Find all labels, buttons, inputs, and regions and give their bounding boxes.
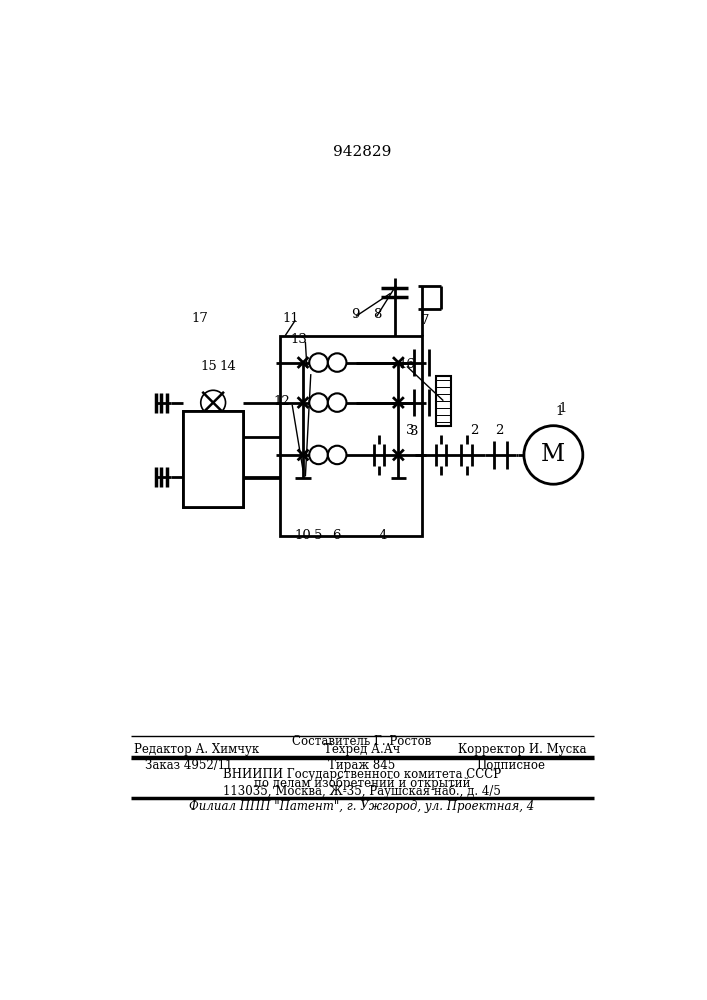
Circle shape — [328, 393, 346, 412]
Text: 8: 8 — [373, 308, 382, 321]
Text: 12: 12 — [274, 395, 291, 408]
Circle shape — [309, 446, 328, 464]
Text: 13: 13 — [291, 333, 308, 346]
Text: Филиал ППП "Патент", г. Ужгород, ул. Проектная, 4: Филиал ППП "Патент", г. Ужгород, ул. Про… — [189, 800, 534, 813]
Text: 16: 16 — [399, 358, 415, 371]
Bar — [280, 336, 421, 536]
Text: 3: 3 — [409, 425, 418, 438]
Text: 1: 1 — [556, 405, 563, 418]
Text: Составитель Г. Ростов: Составитель Г. Ростов — [292, 735, 432, 748]
Text: 942829: 942829 — [333, 145, 391, 159]
Text: Корректор И. Муска: Корректор И. Муска — [458, 743, 587, 756]
Text: 2: 2 — [495, 424, 503, 437]
Text: M: M — [542, 443, 566, 466]
Text: Подписное: Подписное — [477, 759, 545, 772]
Bar — [183, 411, 243, 507]
Bar — [436, 376, 451, 426]
Text: ВНИИПИ Государственного комитета СССР: ВНИИПИ Государственного комитета СССР — [223, 768, 501, 781]
Text: 9: 9 — [351, 308, 360, 321]
Circle shape — [309, 353, 328, 372]
Text: 17: 17 — [192, 312, 209, 325]
Text: 2: 2 — [470, 424, 479, 437]
Circle shape — [328, 446, 346, 464]
Text: Заказ 4952/11: Заказ 4952/11 — [146, 759, 233, 772]
Text: 6: 6 — [332, 529, 341, 542]
Text: 113035, Москва, Ж-35, Раушская наб., д. 4/5: 113035, Москва, Ж-35, Раушская наб., д. … — [223, 785, 501, 798]
Bar — [183, 411, 243, 507]
Text: 14: 14 — [219, 360, 236, 373]
Text: Редактор А. Химчук: Редактор А. Химчук — [134, 743, 259, 756]
Text: 5: 5 — [315, 529, 322, 542]
Circle shape — [328, 353, 346, 372]
Text: Тираж 845: Тираж 845 — [328, 759, 396, 772]
Circle shape — [524, 426, 583, 484]
Text: 7: 7 — [421, 314, 429, 327]
Text: 10: 10 — [295, 529, 311, 542]
Text: 3: 3 — [406, 424, 414, 437]
Text: 11: 11 — [282, 312, 299, 325]
Text: 4: 4 — [379, 529, 387, 542]
Text: по делам изобретений и открытий: по делам изобретений и открытий — [254, 776, 470, 790]
Circle shape — [309, 393, 328, 412]
Text: Техред А.Ач: Техред А.Ач — [324, 743, 400, 756]
Text: 1: 1 — [559, 402, 567, 415]
Text: 15: 15 — [200, 360, 217, 373]
